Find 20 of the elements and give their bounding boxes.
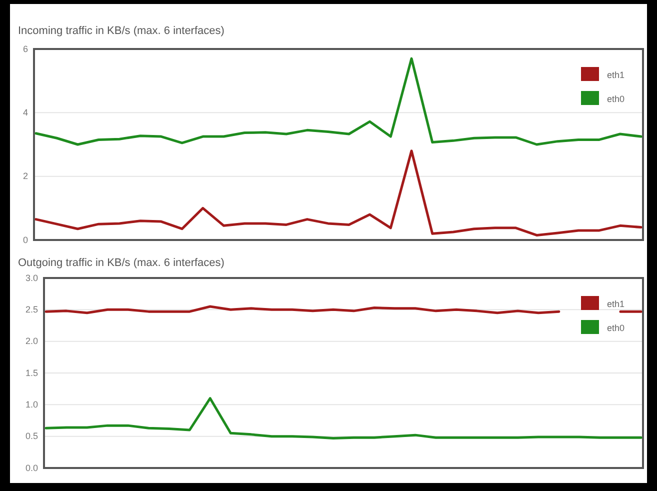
y-tick-label: 4 (22, 108, 28, 118)
line-series (44, 397, 642, 440)
y-tick-label: 0.0 (25, 462, 38, 473)
legend-label: eth1 (607, 70, 625, 80)
y-tick-label: 2.0 (25, 336, 38, 346)
line-series (34, 57, 642, 146)
y-tick-label: 1.5 (25, 368, 38, 378)
y-tick-label: 1.0 (25, 400, 38, 410)
chart-title: Outgoing traffic in KB/s (max. 6 interfaces) (18, 257, 224, 269)
y-tick-label: 3.0 (25, 272, 38, 283)
y-tick-label: 0.5 (25, 431, 38, 442)
legend-label: eth0 (607, 94, 625, 104)
y-tick-label: 6 (22, 44, 28, 54)
chart-title: Incoming traffic in KB/s (max. 6 interfaces) (18, 25, 224, 37)
line-series (34, 150, 642, 236)
y-tick-label: 0 (22, 234, 28, 245)
y-tick-label: 2 (22, 171, 28, 182)
legend-label: eth1 (607, 299, 625, 309)
y-tick-label: 2.5 (25, 304, 38, 315)
legend-label: eth0 (607, 323, 625, 333)
